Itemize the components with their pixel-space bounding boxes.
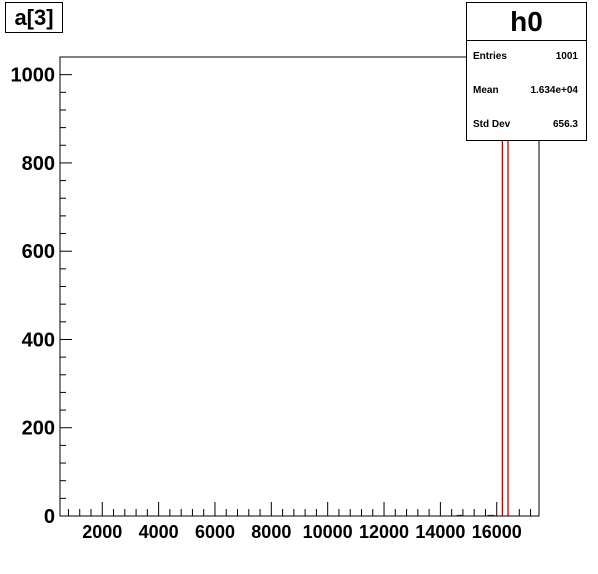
stats-row-std-dev: Std Dev 656.3 bbox=[473, 119, 578, 130]
x-tick-label: 6000 bbox=[195, 522, 235, 542]
stats-value: 1.634e+04 bbox=[530, 85, 578, 96]
y-tick-label: 0 bbox=[44, 506, 55, 528]
x-axis: 2000 4000 6000 8000 10000 12000 14000 16000 bbox=[67, 502, 532, 542]
x-tick-label: 4000 bbox=[139, 522, 179, 542]
y-tick-label: 1000 bbox=[11, 65, 56, 87]
y-tick-label: 600 bbox=[22, 241, 55, 263]
stats-label: Entries bbox=[473, 51, 507, 62]
y-tick-label: 400 bbox=[22, 329, 55, 351]
y-tick-label: 200 bbox=[22, 418, 55, 440]
stats-value: 656.3 bbox=[552, 119, 578, 130]
histogram-bars bbox=[456, 74, 509, 517]
x-tick-label: 14000 bbox=[415, 522, 465, 542]
x-tick-label: 10000 bbox=[303, 522, 353, 542]
stats-box: h0 Entries 1001 Mean 1.634e+04 Std Dev 6… bbox=[466, 2, 587, 141]
x-tick-label: 16000 bbox=[472, 522, 522, 542]
y-tick-label: 800 bbox=[22, 153, 55, 175]
stats-label: Mean bbox=[473, 85, 499, 96]
histogram-bin bbox=[501, 74, 509, 516]
y-axis: 0 200 400 600 800 1000 bbox=[11, 56, 72, 528]
stats-label: Std Dev bbox=[473, 119, 511, 130]
stats-histogram-name: h0 bbox=[467, 3, 586, 41]
x-tick-label: 8000 bbox=[251, 522, 291, 542]
x-tick-label: 12000 bbox=[359, 522, 409, 542]
x-tick-label: 2000 bbox=[82, 522, 122, 542]
plot-frame bbox=[59, 56, 540, 517]
stats-row-entries: Entries 1001 bbox=[473, 51, 578, 62]
stats-row-mean: Mean 1.634e+04 bbox=[473, 85, 578, 96]
chart-title: a[3] bbox=[5, 2, 63, 33]
stats-value: 1001 bbox=[555, 51, 578, 62]
